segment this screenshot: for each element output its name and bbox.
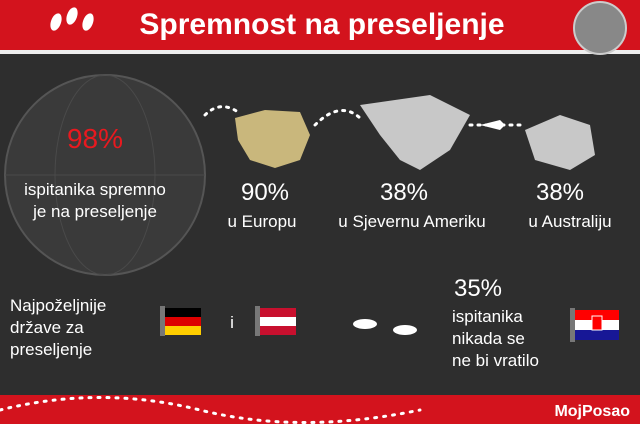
destination-value: 90% bbox=[241, 179, 289, 206]
destination-label: u Sjevernu Ameriku bbox=[338, 212, 485, 231]
return-label: ne bi vratilo bbox=[452, 351, 539, 370]
destination-value: 38% bbox=[536, 179, 584, 206]
preferred-label: preseljenje bbox=[10, 340, 92, 359]
preferred-label: države za bbox=[10, 318, 84, 337]
north-america-map bbox=[360, 95, 470, 170]
europe-map bbox=[235, 110, 310, 168]
header-band bbox=[0, 0, 640, 50]
return-value: 35% bbox=[454, 275, 502, 302]
destination-label: u Europu bbox=[228, 212, 297, 231]
destination-value: 38% bbox=[380, 179, 428, 206]
flag-austria bbox=[255, 306, 296, 336]
main-label: ispitanika spremno bbox=[24, 180, 166, 199]
destination-label: u Australiju bbox=[528, 212, 611, 231]
header-globe bbox=[573, 1, 627, 55]
plane-icon bbox=[480, 120, 505, 130]
header-stripe bbox=[0, 50, 640, 54]
footprints bbox=[353, 319, 417, 335]
preferred-label: Najpoželjnije bbox=[10, 296, 106, 315]
flag-croatia bbox=[570, 308, 619, 342]
footer-band bbox=[0, 395, 640, 424]
main-label: je na preseljenje bbox=[32, 202, 157, 221]
connector: i bbox=[230, 313, 234, 332]
footer-dots bbox=[0, 396, 422, 424]
australia-map bbox=[525, 115, 595, 170]
return-label: ispitanika bbox=[452, 307, 523, 326]
main-value: 98% bbox=[67, 123, 123, 154]
title: Spremnost na preseljenje bbox=[139, 8, 504, 41]
flag-germany bbox=[160, 306, 201, 336]
return-label: nikada se bbox=[452, 329, 525, 348]
brand: MojPosao bbox=[554, 403, 630, 420]
header-footprints bbox=[50, 7, 94, 31]
